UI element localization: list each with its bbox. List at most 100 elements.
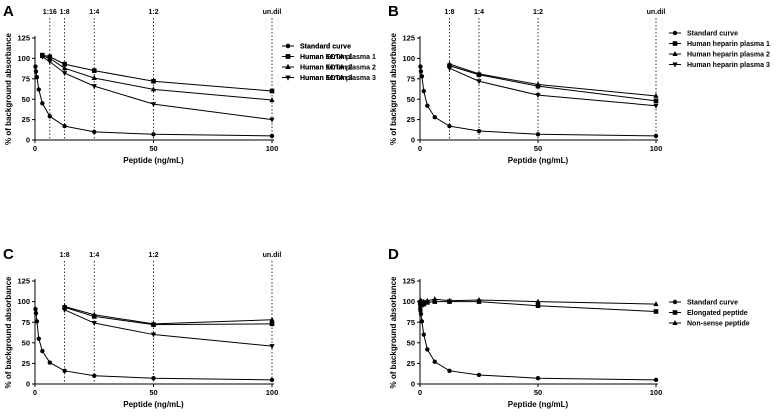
y-tick-label: 50 — [407, 95, 415, 104]
data-point — [151, 132, 156, 137]
y-axis-label: % of background absorbance — [4, 276, 13, 389]
legend-marker — [672, 62, 678, 68]
data-point — [47, 59, 53, 65]
legend-entry: Human serum 3 — [300, 75, 353, 82]
data-point — [34, 74, 40, 80]
data-point — [535, 132, 541, 137]
data-point — [91, 321, 97, 327]
y-tick-label: 100 — [402, 297, 415, 306]
series-line — [449, 65, 657, 102]
chart-panel-c: C 0 25 50 75 100 125 0 50 100 Peptide (ng/mL) % of … — [3, 44, 376, 410]
data-point — [62, 307, 68, 313]
data-point — [653, 133, 659, 139]
data-point — [62, 303, 68, 309]
legend-entry: Human serum 1 — [300, 54, 353, 61]
data-point — [33, 306, 38, 312]
data-point — [653, 92, 659, 98]
data-point — [47, 55, 53, 61]
legend-entry: Standard curve — [300, 44, 351, 51]
legend-entry: Standard curve — [687, 31, 738, 38]
data-point — [150, 102, 157, 108]
data-point — [91, 84, 97, 90]
y-tick-label: 50 — [22, 338, 30, 347]
data-point — [419, 74, 425, 79]
dilution-label: 1:4 — [474, 9, 484, 16]
dilution-label: 1:2 — [148, 252, 158, 259]
y-tick-label: 125 — [17, 277, 30, 286]
legend-marker — [672, 30, 678, 36]
series-line — [42, 54, 273, 92]
legend-entry: Human EDTA plasma 2 — [300, 65, 376, 72]
legend-marker — [672, 310, 678, 315]
series-line — [34, 308, 273, 381]
data-point — [150, 332, 157, 338]
data-point — [40, 101, 45, 106]
x-tick-label: 50 — [534, 144, 542, 153]
legend-entry: Human EDTA plasma 1 — [300, 54, 376, 61]
y-tick-label: 0 — [411, 136, 415, 145]
data-point — [447, 123, 452, 129]
data-point — [418, 311, 424, 317]
data-point — [446, 66, 453, 72]
data-point — [92, 129, 97, 135]
y-tick-label: 125 — [402, 277, 415, 286]
data-point — [269, 88, 275, 94]
data-point — [33, 69, 39, 74]
legend-marker — [672, 299, 678, 305]
y-tick-label: 75 — [407, 318, 415, 327]
data-point — [47, 360, 53, 365]
data-point — [62, 368, 67, 374]
series-line — [419, 308, 657, 381]
data-point — [39, 54, 45, 60]
y-tick-label: 25 — [22, 359, 30, 368]
legend-marker — [285, 75, 291, 81]
data-point — [62, 61, 67, 67]
dilution-label: un.dil — [263, 9, 282, 16]
legend-marker — [672, 51, 678, 56]
data-point — [269, 321, 275, 327]
panel-letter: C — [3, 246, 14, 263]
y-tick-label: 0 — [26, 136, 30, 145]
y-axis-label: % of background absorbance — [4, 32, 13, 145]
data-point — [47, 114, 53, 119]
data-point — [446, 61, 453, 67]
data-point — [269, 97, 275, 103]
data-point — [653, 309, 659, 314]
data-point — [535, 93, 541, 99]
data-point — [269, 133, 275, 139]
data-point — [476, 372, 482, 378]
dilution-label: 1:4 — [89, 9, 99, 16]
y-tick-label: 50 — [22, 95, 30, 104]
legend-entry: Standard curve — [687, 300, 738, 307]
data-point — [476, 128, 482, 134]
x-tick-label: 0 — [418, 388, 422, 397]
data-point — [62, 71, 68, 77]
y-tick-label: 0 — [411, 380, 415, 389]
data-point — [421, 88, 426, 94]
x-axis-label: Peptide (ng/mL) — [123, 156, 184, 165]
data-point — [653, 98, 659, 104]
data-point — [432, 114, 437, 120]
data-point — [535, 376, 541, 381]
chart-panel-a: A 0 25 50 75 100 125 0 50 100 Peptide (ng/mL) % of … — [3, 3, 353, 165]
data-point — [424, 297, 430, 303]
series-line — [419, 66, 657, 137]
x-tick-label: 100 — [650, 144, 663, 153]
x-axis-label: Peptide (ng/mL) — [123, 400, 184, 409]
x-tick-label: 0 — [418, 144, 422, 153]
y-tick-label: 25 — [22, 115, 30, 124]
legend-entry: Human heparin plasma 3 — [687, 62, 770, 69]
legend-marker — [285, 54, 291, 59]
legend-entry: Human serum 2 — [300, 65, 353, 72]
dilution-label: 1:4 — [89, 252, 99, 259]
dilution-label: 1:8 — [60, 252, 70, 259]
legend-entry: Non-sense peptide — [687, 321, 750, 328]
x-tick-label: 50 — [149, 388, 157, 397]
data-point — [653, 301, 659, 307]
x-tick-label: 0 — [33, 144, 37, 153]
chart-panel-b: B 0 25 50 75 100 125 0 50 100 Peptide (ng/mL) % of … — [388, 3, 770, 165]
data-point — [653, 377, 659, 383]
data-point — [269, 344, 275, 350]
data-point — [36, 336, 41, 341]
